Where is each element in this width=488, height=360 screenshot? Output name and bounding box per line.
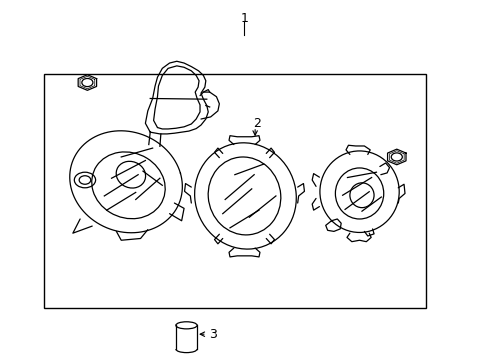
Text: 2: 2 [252, 117, 260, 130]
Text: 1: 1 [240, 12, 248, 25]
Text: 3: 3 [209, 328, 217, 341]
Bar [44, 74, 425, 307]
